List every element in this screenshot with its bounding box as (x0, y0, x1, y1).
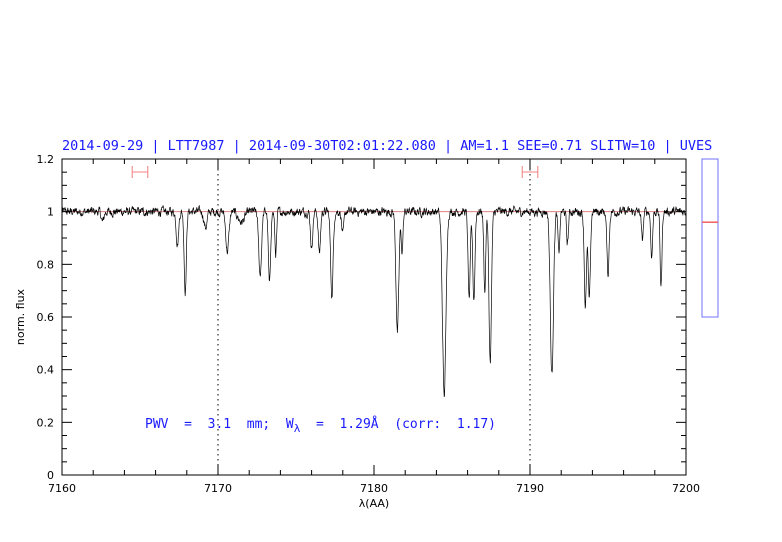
y-tick-label: 0.6 (37, 311, 55, 324)
y-tick-label: 1 (47, 206, 54, 219)
x-tick-label: 7160 (48, 482, 76, 495)
pwv-annotation: PWV = 3.1 mm; Wλ = 1.29Å (corr: 1.17) (145, 416, 496, 435)
x-tick-label: 7200 (672, 482, 700, 495)
x-tick-label: 7180 (360, 482, 388, 495)
x-tick-label: 7170 (204, 482, 232, 495)
annotation-prefix: PWV = 3.1 mm; W (145, 417, 294, 432)
y-tick-label: 0.4 (37, 364, 55, 377)
side-indicator-box (701, 158, 719, 318)
annotation-suffix: = 1.29Å (corr: 1.17) (300, 416, 496, 432)
annotation-subscript: λ (294, 422, 301, 435)
chart-title: 2014-09-29 | LTT7987 | 2014-09-30T02:01:… (62, 138, 712, 154)
x-axis-label: λ(AA) (359, 497, 389, 510)
y-tick-label: 0 (47, 469, 54, 482)
y-axis-label: norm. flux (14, 288, 27, 345)
side-indicator (701, 158, 719, 318)
y-tick-label: 1.2 (37, 153, 55, 166)
spectrum-line (61, 205, 687, 397)
x-tick-label: 7190 (516, 482, 544, 495)
y-tick-label: 0.2 (37, 416, 55, 429)
y-tick-label: 0.8 (37, 258, 55, 271)
